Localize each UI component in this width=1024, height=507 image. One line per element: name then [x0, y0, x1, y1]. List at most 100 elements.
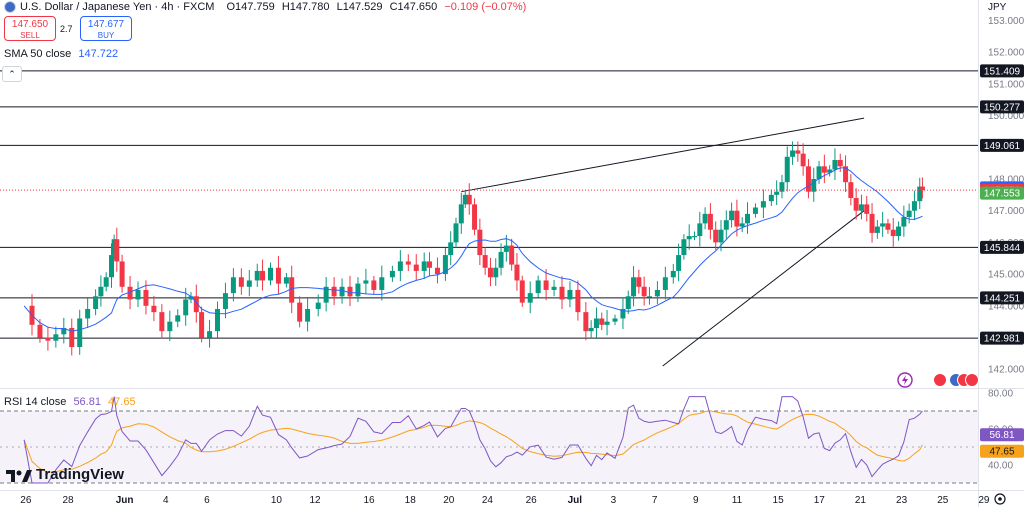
us-flag-icon[interactable]	[965, 373, 979, 387]
price-badge	[980, 291, 1024, 305]
candle-body	[760, 201, 766, 208]
candle-body	[821, 166, 827, 173]
candle-body	[275, 267, 281, 284]
candle-body	[93, 296, 99, 309]
candle-body	[779, 182, 785, 192]
candle-body	[355, 283, 361, 297]
candle-body	[53, 334, 59, 341]
candle-body	[260, 270, 266, 281]
candle-body	[453, 223, 459, 243]
rsi-badge	[980, 444, 1024, 458]
x-tick-label: 12	[309, 495, 321, 506]
candle-body	[858, 204, 864, 211]
price-badge	[980, 100, 1024, 114]
candle-body	[45, 337, 51, 341]
candle-body	[896, 226, 902, 237]
candle-body	[848, 182, 854, 199]
price-badge-label: 145.844	[984, 243, 1021, 254]
alert-icon[interactable]	[897, 372, 913, 388]
price-badge-label: 144.251	[984, 293, 1021, 304]
candle-body	[625, 296, 631, 309]
candle-body	[289, 277, 295, 303]
rsi-tick-label: 40.00	[988, 461, 1013, 472]
candle-body	[620, 308, 626, 319]
candle-body	[837, 159, 843, 167]
candle-body	[702, 213, 708, 224]
candle-body	[880, 223, 886, 227]
candle-body	[109, 255, 114, 278]
y-tick-label: 148.000	[988, 175, 1024, 186]
candle-body	[421, 261, 427, 271]
candle-body	[159, 312, 165, 332]
candle-body	[670, 270, 676, 278]
price-labels: 151.409150.277149.061147.722147.650147.5…	[980, 64, 1024, 345]
x-tick-label: 18	[405, 495, 417, 506]
x-tick-label: 17	[814, 495, 826, 506]
candle-body	[646, 296, 652, 298]
price-badge-label: 149.061	[984, 141, 1021, 152]
sma-legend[interactable]: SMA 50 close 147.722	[4, 48, 118, 60]
candle-body	[543, 280, 549, 290]
sma-value: 147.722	[78, 48, 119, 60]
close-value: C147.650	[389, 1, 438, 13]
event-flags[interactable]	[897, 372, 979, 388]
candle-body	[77, 318, 83, 348]
candle-body	[283, 277, 289, 284]
change-value: −0.109 (−0.07%)	[444, 1, 527, 13]
candle-body	[61, 327, 67, 335]
price-badge	[980, 138, 1024, 152]
x-tick-label: 26	[526, 495, 538, 506]
us-flag-icon[interactable]	[933, 373, 947, 387]
y-tick-label: 152.000	[988, 48, 1024, 59]
price-badge-label: 151.409	[984, 66, 1021, 77]
candle-body	[752, 207, 758, 214]
candle-body	[246, 280, 252, 287]
candle-body	[864, 204, 870, 214]
candle-body	[790, 150, 796, 157]
x-tick-label: 4	[163, 495, 169, 506]
currency-selector[interactable]: JPY	[988, 2, 1007, 13]
sma-label: SMA 50 close	[4, 48, 72, 60]
candle-body	[448, 242, 454, 256]
candle-body	[559, 286, 565, 300]
candle-body	[111, 239, 117, 256]
x-tick-label: Jul	[568, 495, 583, 506]
candle-body	[588, 327, 594, 332]
rsi-value: 56.81	[73, 396, 101, 408]
x-tick-label: 29	[978, 495, 990, 506]
candle-body	[135, 289, 141, 300]
candle-body	[238, 277, 244, 287]
candle-body	[498, 251, 504, 268]
candle-body	[519, 280, 525, 303]
rsi-ma-value: 47.65	[108, 396, 136, 408]
rsi-labels: 56.81 47.65	[980, 428, 1024, 458]
y-tick-label: 153.000	[988, 16, 1024, 27]
candle-body	[885, 223, 891, 230]
candle-body	[254, 270, 260, 281]
rsi-legend[interactable]: RSI 14 close 56.81 47.65	[4, 396, 136, 408]
buy-button[interactable]: 147.677 BUY	[80, 16, 132, 41]
rsi-ma-line	[23, 410, 923, 473]
rsi-label: RSI 14 close	[4, 396, 67, 408]
tradingview-logo[interactable]: TradingView	[6, 466, 124, 483]
price-badge	[980, 240, 1024, 254]
x-tick-label: 21	[855, 495, 867, 506]
candle-body	[215, 308, 220, 332]
candle-body	[768, 194, 774, 202]
rsi-badge	[980, 428, 1024, 442]
candle-body	[482, 255, 488, 268]
collapse-legend-button[interactable]: ⌃	[2, 66, 22, 82]
candle-body	[874, 226, 880, 233]
candle-body	[729, 210, 735, 221]
sma-line	[23, 167, 923, 332]
candle-body	[686, 236, 692, 240]
buy-price: 147.677	[87, 19, 125, 30]
candle-body	[795, 150, 801, 154]
settings-gear-icon[interactable]	[994, 493, 1006, 505]
candle-body	[315, 302, 321, 309]
candle-body	[745, 213, 750, 224]
symbol-header[interactable]: U.S. Dollar / Japanese Yen · 4h · FXCM O…	[4, 0, 530, 14]
sell-button[interactable]: 147.650 SELL	[4, 16, 56, 41]
